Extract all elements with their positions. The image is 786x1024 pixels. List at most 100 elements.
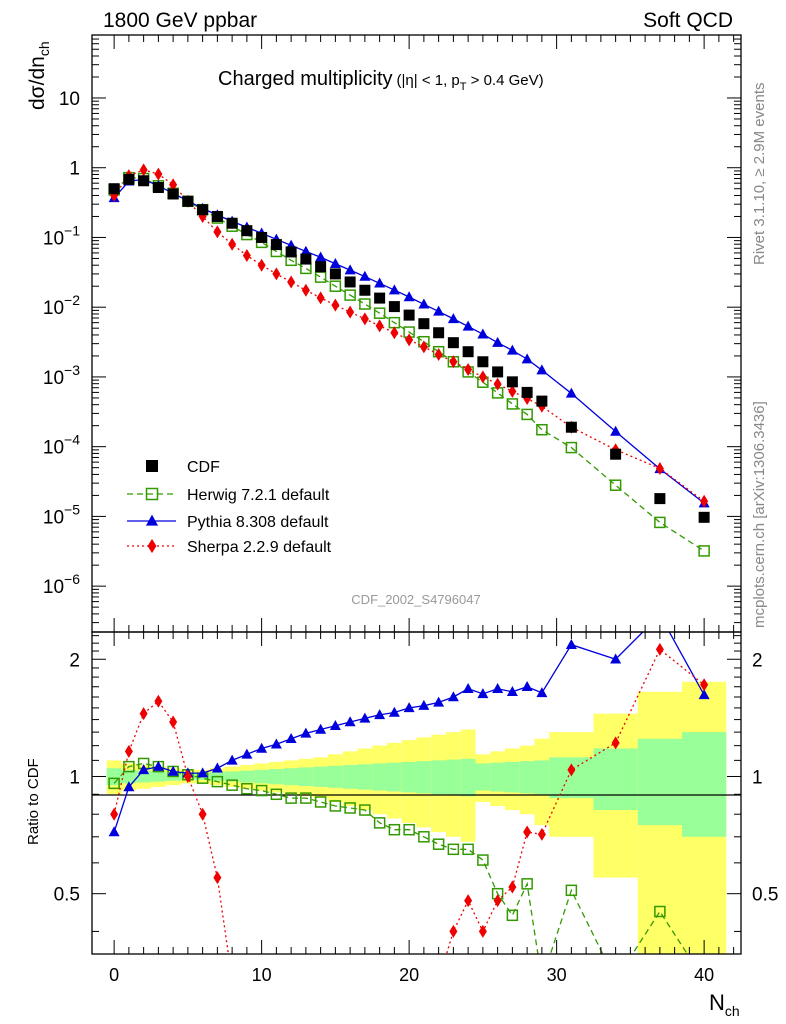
herwig-ratio-point (300, 792, 312, 804)
ratio-y-tick-label: 0.5 (54, 885, 80, 906)
herwig-point (565, 441, 578, 454)
pythia-ratio-point (123, 781, 135, 792)
ratio-inner-band (475, 763, 491, 791)
herwig-ratio-point (285, 792, 297, 804)
sherpa-point (390, 326, 399, 340)
cdf-point (565, 421, 577, 433)
pythia-ratio-point (403, 702, 415, 713)
herwig-ratio-point (255, 784, 268, 797)
herwig-point (373, 307, 386, 319)
pythia-point (565, 387, 577, 398)
pythia-ratio-point (521, 681, 533, 692)
pythia-ratio-point (462, 683, 474, 694)
herwig-point (344, 289, 356, 301)
cdf-point (418, 318, 430, 330)
pythia-ratio-point (329, 719, 341, 730)
herwig-line (113, 177, 705, 552)
ratio-inner-band (519, 761, 535, 794)
ratio-inner-band (313, 766, 328, 787)
pythia-ratio-point (152, 760, 164, 771)
sherpa-point (700, 494, 709, 508)
cdf-point (108, 183, 120, 195)
sherpa-point (301, 283, 310, 297)
herwig-ratio-point (329, 800, 342, 812)
ratio-inner-band (239, 770, 255, 783)
sherpa-ratio-point (700, 678, 709, 692)
pythia-ratio-point (565, 638, 577, 649)
cdf-point (138, 175, 150, 187)
herwig-ratio-point (373, 817, 386, 829)
sherpa-point (419, 340, 428, 354)
y-tick-label: 10−5 (43, 501, 80, 528)
sherpa-legend-label: Sherpa 2.2.9 default (187, 539, 332, 556)
sherpa-point (655, 461, 664, 475)
ratio-y-tick-label-right: 2 (752, 650, 763, 671)
y-tick-label: 10−1 (43, 222, 80, 249)
sherpa-point (464, 362, 473, 376)
pythia-point (447, 313, 459, 324)
pythia-legend-label: Pythia 8.308 default (187, 514, 329, 531)
cdf-point (226, 217, 238, 229)
pythia-point (359, 270, 371, 281)
sherpa-point (154, 167, 163, 181)
y-tick-label: 1 (69, 159, 80, 180)
cdf-point (256, 231, 268, 243)
cdf-point (374, 292, 386, 304)
cdf-point (182, 195, 194, 207)
herwig-ratio-point (211, 775, 224, 788)
ratio-inner-band (637, 738, 682, 826)
cdf-point (270, 239, 282, 251)
pythia-ratio-point (167, 765, 179, 776)
pythia-ratio-point (108, 826, 120, 837)
sherpa-ratio-point (478, 924, 487, 938)
sherpa-line (113, 169, 705, 502)
ratio-inner-band (682, 732, 727, 837)
sherpa-point (346, 305, 355, 319)
pythia-point (536, 364, 548, 375)
herwig-point (359, 298, 371, 310)
pythia-point (433, 305, 445, 316)
sherpa-point (360, 312, 369, 326)
pythia-point (506, 344, 518, 355)
cdf-point (197, 204, 209, 216)
sherpa-point (228, 237, 237, 251)
sherpa-ratio-point (611, 736, 620, 750)
sherpa-ratio-point (523, 825, 532, 839)
cdf-point (300, 253, 312, 265)
sherpa-point (272, 267, 281, 281)
herwig-ratio-point (521, 878, 533, 890)
cdf-point (285, 246, 297, 258)
ratio-inner-band (342, 765, 358, 789)
y-tick-label: 10−6 (43, 571, 80, 598)
pythia-ratio-point (698, 689, 710, 700)
ratio-inner-band (106, 768, 122, 786)
sherpa-legend-marker (147, 538, 157, 554)
herwig-ratio-point (123, 760, 135, 773)
ratio-inner-band (387, 762, 402, 792)
y-tick-label: 10−4 (43, 432, 80, 459)
x-tick-label: 30 (547, 965, 567, 985)
x-tick-label: 10 (252, 965, 272, 985)
ratio-inner-band (136, 770, 151, 783)
pythia-point (521, 353, 533, 364)
ratio-y-tick-label: 2 (69, 650, 80, 671)
pythia-ratio-point (211, 762, 223, 773)
ratio-y-tick-label-right: 1 (752, 767, 763, 788)
cdf-point (403, 309, 415, 321)
header-right: Soft QCD (643, 9, 733, 32)
pythia-ratio-point (226, 754, 238, 765)
herwig-ratio-point (403, 823, 415, 836)
ratio-plot-frame (91, 631, 742, 955)
pythia-point (403, 291, 415, 302)
sherpa-point (287, 275, 296, 289)
header-left: 1800 GeV ppbar (103, 9, 257, 32)
herwig-ratio-point (462, 843, 474, 856)
pythia-point (462, 320, 474, 331)
herwig-point (609, 479, 622, 491)
cdf-point (211, 210, 223, 222)
ratio-inner-band (372, 763, 387, 791)
sherpa-point (493, 377, 502, 391)
herwig-ratio-point (565, 884, 578, 897)
cdf-point (241, 225, 253, 237)
rivet-label: Rivet 3.1.10, ≥ 2.9M events (751, 83, 768, 266)
